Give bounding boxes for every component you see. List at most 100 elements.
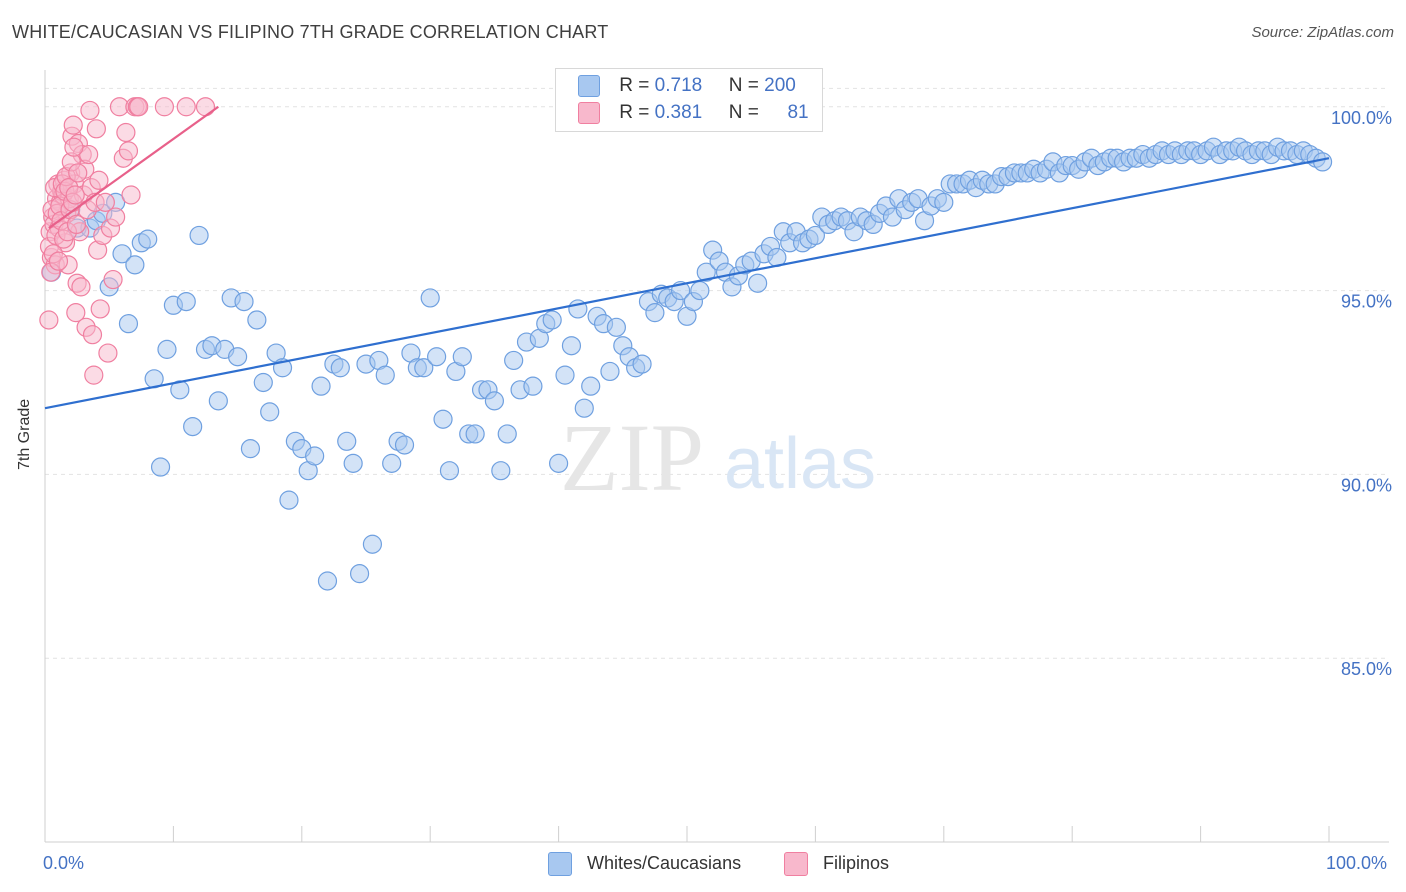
scatter-point <box>311 376 331 396</box>
y-tick-label: 85.0% <box>1341 659 1392 679</box>
scatter-point <box>555 365 575 385</box>
scatter-point <box>112 244 132 264</box>
scatter-point <box>138 229 158 249</box>
legend-row-filipinos: R = 0.381 N = 81 <box>578 102 809 126</box>
trend-lines <box>44 105 1330 410</box>
scatter-point <box>465 424 485 444</box>
y-tick-label: 90.0% <box>1341 475 1392 495</box>
scatter-point <box>805 225 826 246</box>
scatter-point <box>89 170 109 190</box>
trend-line <box>44 157 1330 410</box>
scatter-point <box>632 354 652 374</box>
scatter-point <box>84 365 104 385</box>
scatter-point <box>176 97 196 117</box>
scatter-point <box>208 391 228 411</box>
scatter-point <box>118 314 139 334</box>
scatter-point <box>349 564 370 584</box>
legend: R = 0.718 N = 200 R = 0.381 N = 81 <box>555 68 823 132</box>
series-filipinos-points <box>39 97 216 385</box>
scatter-point <box>1312 152 1333 172</box>
scatter-point <box>68 163 88 183</box>
scatter-point <box>394 435 415 455</box>
bottom-legend-swatch-filipinos <box>784 852 808 876</box>
scatter-point <box>748 273 768 293</box>
legend-r-value: 0.718 <box>654 75 703 97</box>
y-tick-label: 100.0% <box>1331 108 1392 128</box>
scatter-point <box>600 361 620 382</box>
legend-n-label: N = <box>728 102 759 124</box>
bottom-legend-filipinos: Filipinos <box>784 852 889 876</box>
scatter-point <box>82 325 103 345</box>
scatter-point <box>121 185 141 205</box>
scatter-point <box>98 343 118 363</box>
y-tick-label: 95.0% <box>1341 292 1392 312</box>
scatter-point <box>696 262 716 282</box>
scatter-point <box>375 365 395 385</box>
chart-title: WHITE/CAUCASIAN VS FILIPINO 7TH GRADE CO… <box>12 22 609 42</box>
scatter-point <box>183 416 203 437</box>
scatter-point <box>504 350 524 371</box>
scatter-point <box>690 280 710 301</box>
scatter-point <box>452 347 472 367</box>
scatter-point <box>433 409 453 429</box>
scatter-point <box>420 288 440 308</box>
scatter-point <box>542 310 562 330</box>
scatter-point <box>170 380 190 400</box>
x-tick-label-max: 100.0% <box>1326 853 1388 873</box>
legend-n-label: N = <box>728 75 759 97</box>
scatter-point <box>247 310 267 330</box>
legend-n-value: 81 <box>787 102 809 124</box>
scatter-point <box>574 398 594 418</box>
scatter-point <box>103 269 123 290</box>
y-tick-labels: 85.0% 90.0% 95.0% 100.0% <box>1331 108 1392 679</box>
scatter-point <box>106 207 126 227</box>
bottom-legend-label-whites: Whites/Caucasians <box>587 852 742 873</box>
scatter-point <box>189 225 209 246</box>
scatter-point <box>427 347 447 367</box>
scatter-point <box>80 100 100 121</box>
scatter-point <box>95 192 115 212</box>
gridlines <box>45 87 1389 659</box>
scatter-point <box>195 97 216 117</box>
bottom-legend-label-filipinos: Filipinos <box>823 852 890 873</box>
legend-swatch-whites <box>578 75 600 97</box>
x-tick-label-min: 0.0% <box>43 853 85 873</box>
scatter-point <box>523 376 543 396</box>
trend-line <box>48 105 219 229</box>
scatter-point <box>497 424 517 444</box>
scatter-point <box>157 339 177 359</box>
scatter-point <box>439 461 460 481</box>
scatter-point <box>934 192 954 212</box>
scatter-point <box>253 372 273 393</box>
scatter-point <box>561 336 582 356</box>
scatter-point <box>279 490 299 510</box>
scatter-point <box>129 97 149 117</box>
scatter-point <box>154 97 175 117</box>
legend-n-value: 200 <box>764 75 796 97</box>
bottom-legend-whites: Whites/Caucasians <box>548 852 741 876</box>
legend-swatch-filipinos <box>578 102 600 124</box>
scatter-point <box>71 277 91 297</box>
scatter-point <box>305 446 325 466</box>
scatter-point <box>48 251 69 271</box>
scatter-point <box>228 347 248 367</box>
scatter-point <box>337 431 357 451</box>
scatter-point <box>484 391 504 411</box>
scatter-point <box>260 402 280 422</box>
legend-r-label: R = <box>619 102 650 124</box>
legend-row-whites: R = 0.718 N = 200 <box>578 75 796 99</box>
scatter-point <box>317 571 338 591</box>
scatter-point <box>125 255 145 275</box>
scatter-point <box>240 439 261 459</box>
series-whites-points <box>41 137 1333 591</box>
scatter-point <box>176 292 196 312</box>
scatter-point <box>116 122 136 143</box>
axes <box>44 70 1389 843</box>
source-label: Source: ZipAtlas.com <box>1251 24 1394 41</box>
scatter-point <box>362 534 383 554</box>
scatter-point <box>150 457 171 477</box>
scatter-point <box>66 214 87 234</box>
legend-r-label: R = <box>619 75 650 97</box>
scatter-point <box>234 292 254 312</box>
